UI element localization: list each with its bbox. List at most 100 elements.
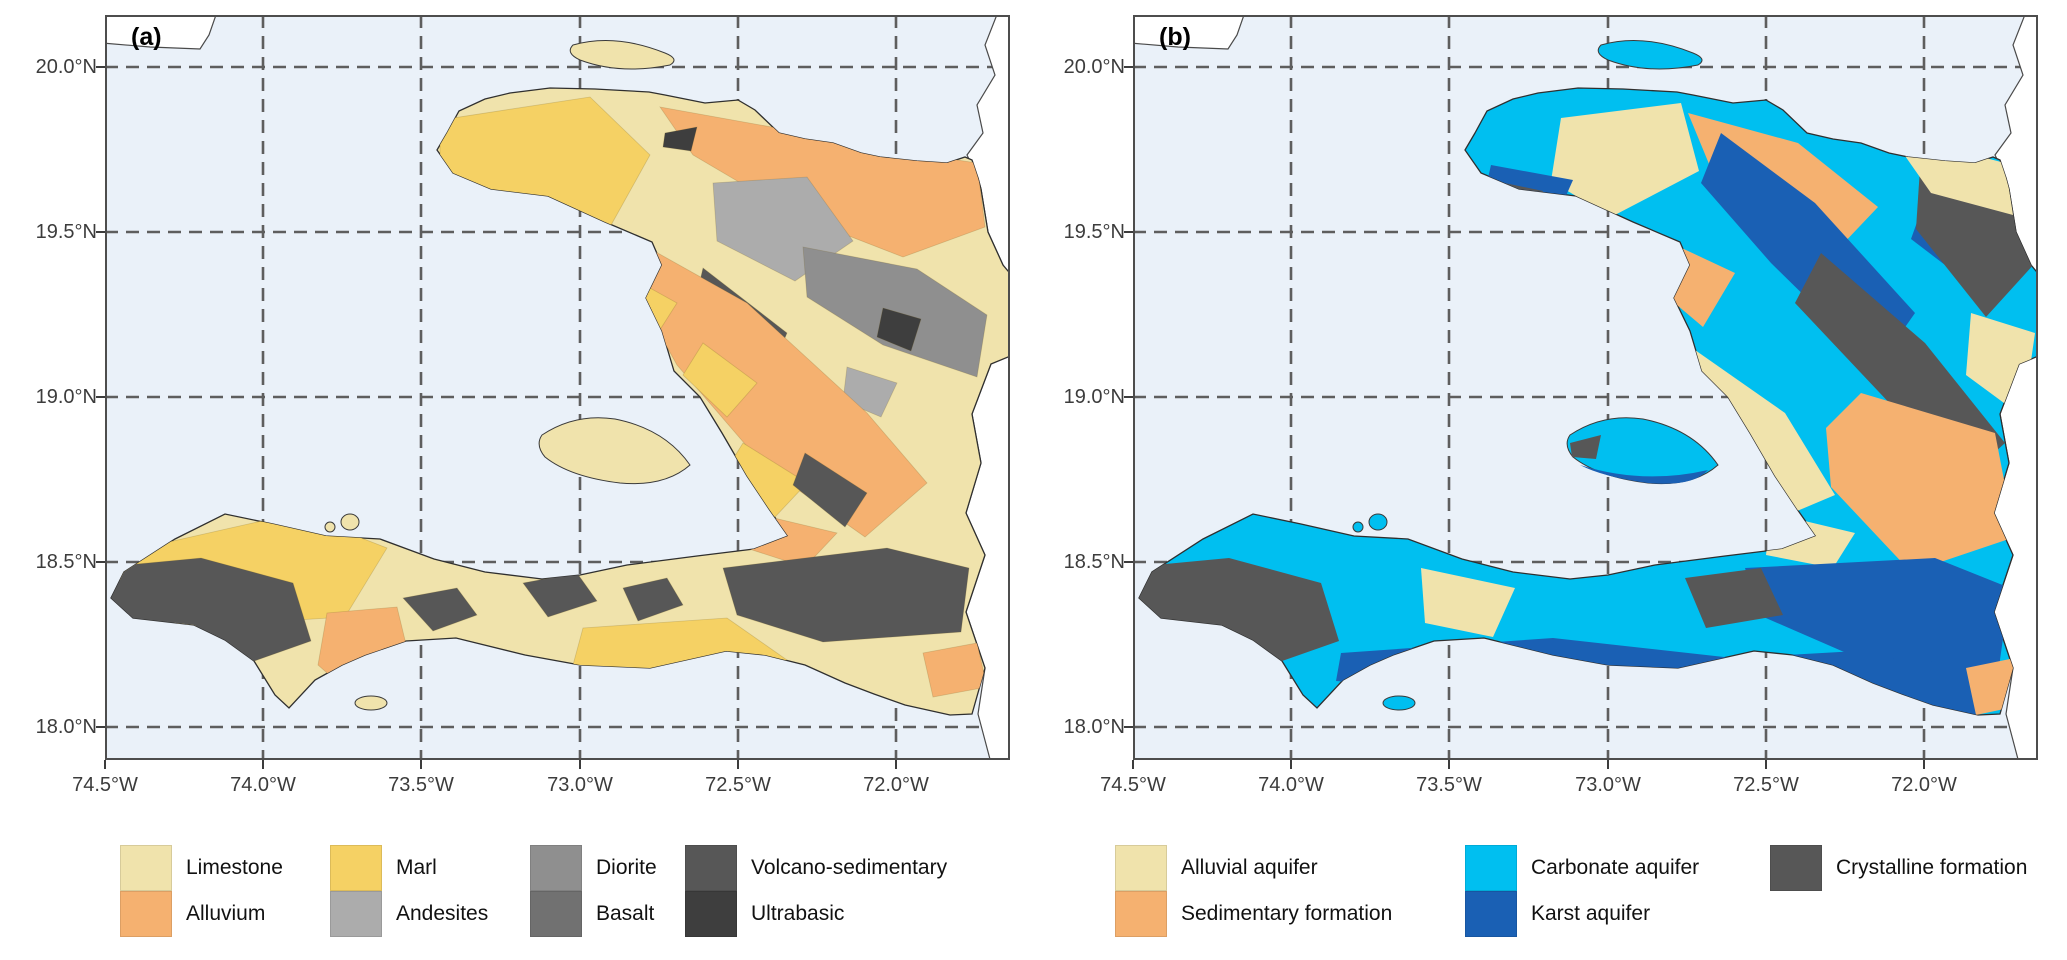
patch-volcano-sedimentary [722, 547, 970, 643]
legend-item-ultrabasic: Ultrabasic [685, 891, 947, 937]
y-tick-mark [1124, 231, 1133, 233]
x-axis-tick: 72.0°W [863, 774, 929, 796]
legend-item-andesites: Andesites [330, 891, 488, 937]
patch-volcano-sedimentary [792, 452, 868, 528]
x-axis-tick: 72.5°W [1733, 774, 1799, 796]
x-tick-mark [1132, 760, 1134, 769]
y-tick-mark [96, 396, 105, 398]
patch-karst-aquifer-gonave [1580, 465, 1708, 484]
x-axis-tick: 73.5°W [1416, 774, 1482, 796]
legend-item-limestone: Limestone [120, 845, 283, 891]
patch-volcano-sedimentary [622, 577, 684, 622]
volcano-sedimentary-swatch [685, 845, 737, 891]
x-tick-mark [262, 760, 264, 769]
x-tick-mark [1923, 760, 1925, 769]
panel-b-map: (b) [1133, 15, 2038, 760]
y-axis-tick: 18.5°N [1063, 551, 1125, 573]
y-tick-mark [96, 726, 105, 728]
y-tick-mark [1124, 66, 1133, 68]
legend-item-diorite: Diorite [530, 845, 657, 891]
y-tick-mark [96, 561, 105, 563]
legend-label: Alluvial aquifer [1181, 856, 1318, 879]
patch-alluvial-aquifer [1551, 103, 1699, 217]
patch-karst-aquifer [1745, 558, 2010, 667]
y-axis-tick: 18.5°N [35, 551, 97, 573]
legend-label: Ultrabasic [751, 902, 845, 925]
alluvium-swatch [120, 891, 172, 937]
x-tick-mark [1607, 760, 1609, 769]
legend-item-crystalline-formation: Crystalline formation [1770, 845, 2027, 891]
x-axis-tick: 74.0°W [1258, 774, 1324, 796]
x-axis-tick: 72.5°W [705, 774, 771, 796]
y-tick-mark [1124, 561, 1133, 563]
legend-item-alluvial-aquifer: Alluvial aquifer [1115, 845, 1392, 891]
legend-label: Basalt [596, 902, 655, 925]
x-tick-mark [737, 760, 739, 769]
y-axis-tick: 19.5°N [1063, 221, 1125, 243]
diorite-swatch [530, 845, 582, 891]
y-tick-mark [1124, 396, 1133, 398]
y-axis-tick: 19.0°N [1063, 386, 1125, 408]
y-tick-mark [96, 231, 105, 233]
legend-a-col4: Volcano-sedimentary Ultrabasic [685, 845, 947, 937]
ile-a-vache-island [354, 695, 388, 711]
panel-border [105, 15, 1010, 760]
legend-label: Sedimentary formation [1181, 902, 1393, 925]
legend-label: Alluvium [186, 902, 266, 925]
karst-aquifer-swatch [1465, 891, 1517, 937]
x-tick-mark [104, 760, 106, 769]
x-axis-tick: 74.5°W [72, 774, 138, 796]
basalt-swatch [530, 891, 582, 937]
patch-marl [682, 342, 758, 418]
lithology-patches [111, 96, 988, 702]
y-axis-tick: 18.0°N [35, 716, 97, 738]
legend-item-marl: Marl [330, 845, 488, 891]
y-axis-tick: 20.0°N [35, 56, 97, 78]
patch-alluvial-aquifer [1421, 568, 1515, 637]
legend-item-basalt: Basalt [530, 891, 657, 937]
ultrabasic-swatch [685, 891, 737, 937]
crystalline-formation-swatch [1770, 845, 1822, 891]
x-axis-tick: 74.0°W [230, 774, 296, 796]
marl-swatch [330, 845, 382, 891]
y-tick-mark [1124, 726, 1133, 728]
legend-label: Carbonate aquifer [1531, 856, 1700, 879]
patch-volcano-sedimentary [402, 587, 478, 632]
y-tick-mark [96, 66, 105, 68]
patch-crystalline-gonave [1570, 435, 1601, 459]
legend-a-col1: Limestone Alluvium [120, 845, 283, 937]
andesites-swatch [330, 891, 382, 937]
x-axis-tick: 73.5°W [388, 774, 454, 796]
x-tick-mark [895, 760, 897, 769]
panel-a-map: (a) [105, 15, 1010, 760]
legend-label: Karst aquifer [1531, 902, 1651, 925]
ile-a-vache-island [1382, 695, 1416, 711]
panel-a-svg [105, 15, 1010, 760]
patch-crystalline [1685, 568, 1783, 628]
legend-label: Andesites [396, 902, 489, 925]
alluvial-aquifer-swatch [1115, 845, 1167, 891]
patch-ultrabasic [662, 126, 698, 152]
patch-sedimentary-formation [1826, 393, 2015, 572]
carbonate-aquifer-swatch [1465, 845, 1517, 891]
legend-item-carbonate-aquifer: Carbonate aquifer [1465, 845, 1699, 891]
x-axis-tick: 73.0°W [547, 774, 613, 796]
x-tick-mark [1765, 760, 1767, 769]
x-axis-tick: 72.0°W [1891, 774, 1957, 796]
legend-a-col3: Diorite Basalt [530, 845, 657, 937]
limestone-swatch [120, 845, 172, 891]
x-tick-mark [1290, 760, 1292, 769]
x-axis-tick: 73.0°W [1575, 774, 1641, 796]
legend-b-col3: Crystalline formation [1770, 845, 2027, 891]
legend-a-col2: Marl Andesites [330, 845, 488, 937]
legend-item-volcano-sedimentary: Volcano-sedimentary [685, 845, 947, 891]
legend-b-col2: Carbonate aquifer Karst aquifer [1465, 845, 1699, 937]
y-axis-tick: 20.0°N [1063, 56, 1125, 78]
legend-label: Volcano-sedimentary [751, 856, 948, 879]
legend-label: Crystalline formation [1836, 856, 2028, 879]
sedimentary-formation-swatch [1115, 891, 1167, 937]
patch-alluvium [922, 642, 988, 698]
x-tick-mark [579, 760, 581, 769]
panel-a-label: (a) [131, 23, 162, 51]
